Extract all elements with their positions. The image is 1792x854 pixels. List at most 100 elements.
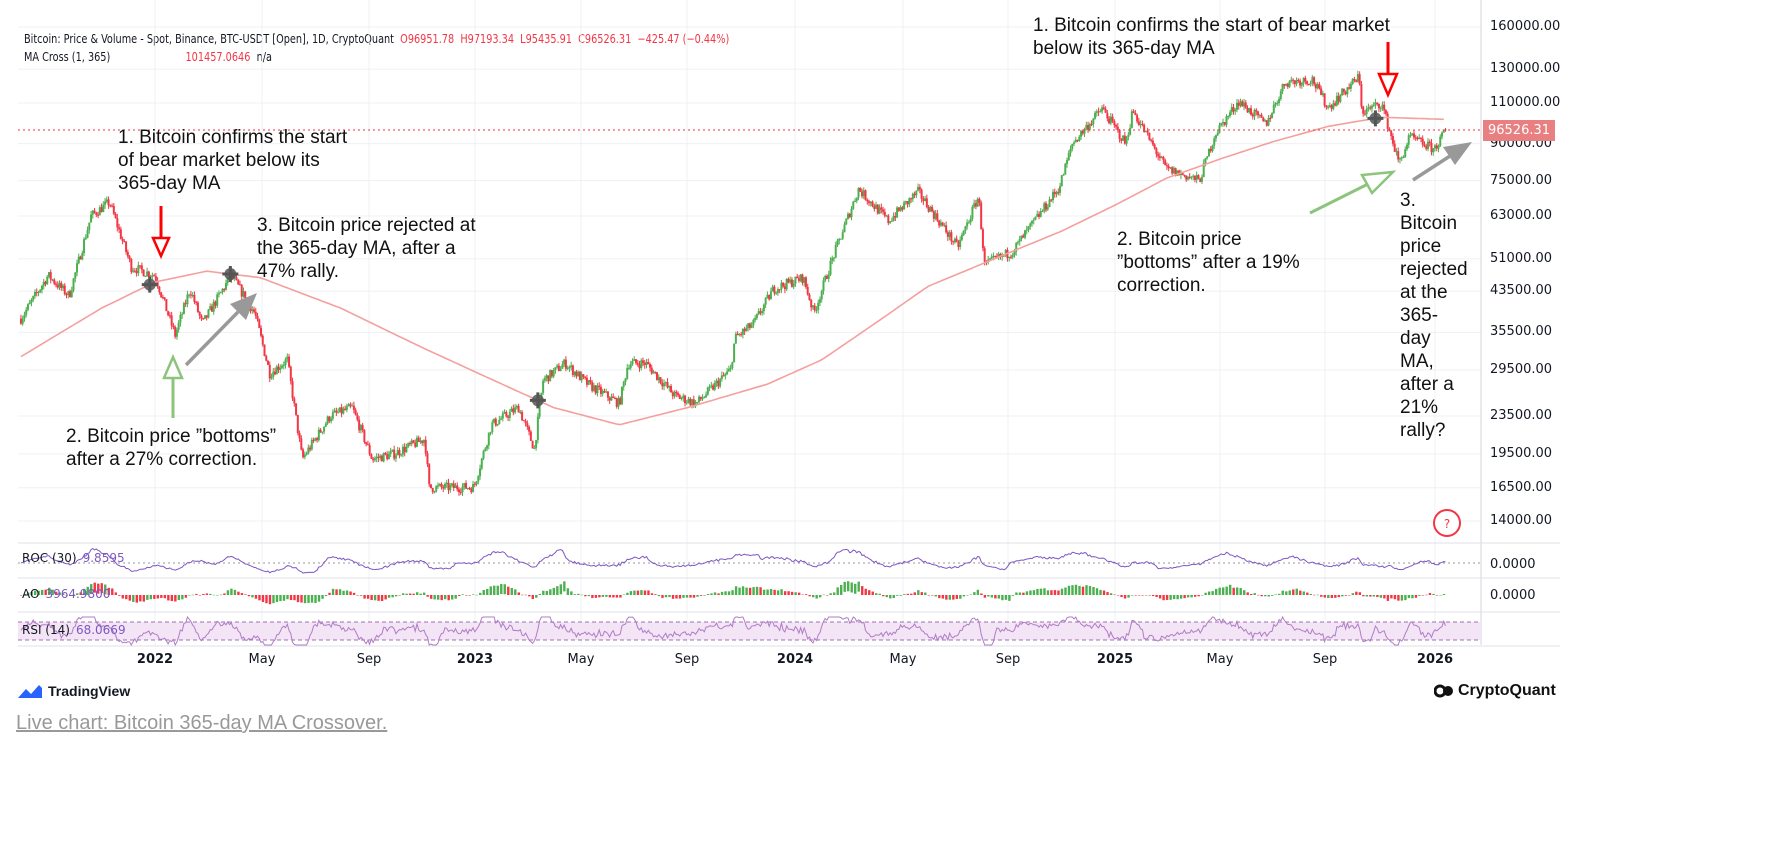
help-icon[interactable] <box>1433 509 1461 537</box>
ao-bar <box>776 590 780 595</box>
candle-body <box>1409 135 1412 137</box>
candle-body <box>484 448 487 451</box>
candle-body <box>95 212 98 215</box>
candle-body <box>51 279 54 281</box>
candle-body <box>295 403 298 415</box>
candle-body <box>489 432 492 434</box>
candle-body <box>847 213 850 219</box>
candle-body <box>1274 103 1277 105</box>
candle-body <box>731 362 734 368</box>
ao-bar <box>1274 594 1277 595</box>
candle-body <box>1332 103 1335 109</box>
candle-body <box>191 294 194 296</box>
ao-bar <box>1204 592 1207 595</box>
candle-body <box>65 294 68 296</box>
candle-body <box>326 416 329 424</box>
candle-body <box>1434 145 1436 149</box>
ao-bar <box>1015 592 1018 595</box>
ao-bar <box>573 594 577 595</box>
y-tick-label: 75000.00 <box>1490 172 1553 188</box>
ao-bar <box>1267 595 1270 597</box>
candle-body <box>1059 186 1062 193</box>
ao-bar <box>1172 595 1176 600</box>
ao-bar <box>1404 595 1407 601</box>
candle-body <box>719 379 722 387</box>
ao-bar <box>1207 591 1211 595</box>
candle-body <box>1076 139 1079 141</box>
candle-body <box>1348 87 1351 89</box>
grid <box>18 0 1560 647</box>
candle-body <box>458 489 461 493</box>
candle-body <box>794 276 797 284</box>
candle-body <box>1342 88 1345 92</box>
ao-bar <box>1369 595 1372 597</box>
candle-body <box>627 367 630 369</box>
tradingview-logo[interactable]: TradingView <box>17 683 130 699</box>
green-up-arrow-left <box>162 353 184 418</box>
ao-bar <box>577 593 580 595</box>
candle-body <box>703 396 706 399</box>
ao-bar <box>1390 595 1393 599</box>
candle-body <box>832 257 835 259</box>
ao-bar <box>566 588 570 595</box>
ao-bar <box>804 594 808 595</box>
ao-bar <box>1106 592 1109 595</box>
candle-body <box>712 385 715 390</box>
roc-line <box>20 548 1446 574</box>
candle-body <box>81 253 84 260</box>
candle-body <box>1176 170 1179 176</box>
ao-bar <box>377 595 380 601</box>
candle-body <box>850 208 853 218</box>
candle-body <box>1211 145 1214 152</box>
candle-body <box>184 303 187 305</box>
candle-body <box>1016 241 1019 243</box>
ao-bar <box>324 595 328 597</box>
ao-bar <box>458 595 461 596</box>
ao-bar <box>766 589 769 595</box>
ao-bar <box>636 590 640 595</box>
live-chart-link[interactable]: Live chart: Bitcoin 365-day MA Crossover… <box>16 712 388 734</box>
y-tick-label: 110000.00 <box>1490 94 1561 110</box>
candle-body <box>1087 125 1090 130</box>
candle-body <box>224 282 227 290</box>
candle-body <box>54 283 57 285</box>
candle-body <box>780 282 783 290</box>
candle-body <box>848 213 851 218</box>
ao-bar <box>1130 595 1134 596</box>
candle-body <box>303 454 306 458</box>
candle-body <box>1407 135 1410 145</box>
candle-body <box>1060 175 1063 187</box>
ao-bar <box>783 591 787 595</box>
candle-body <box>133 270 136 272</box>
gray-arrow-right <box>1412 142 1472 182</box>
ao-bar <box>153 595 156 599</box>
ao-bar <box>990 595 994 598</box>
candle-body <box>773 286 776 294</box>
candle-body <box>606 391 609 398</box>
candle-body <box>289 366 292 382</box>
ao-bar <box>1316 594 1320 596</box>
ao-bar <box>282 595 286 601</box>
candle-body <box>1397 151 1400 160</box>
ao-bar <box>524 594 527 596</box>
ao-bar <box>994 595 997 599</box>
candle-body <box>107 199 110 206</box>
ma-extra: n/a <box>256 50 272 64</box>
ao-bar <box>647 590 650 595</box>
candle-body <box>454 485 457 488</box>
cryptoquant-logo: CryptoQuant <box>1434 682 1556 700</box>
candle-body <box>605 391 608 393</box>
ao-bar <box>587 595 591 597</box>
candle-body <box>818 299 821 303</box>
ao-bar <box>1050 590 1053 595</box>
candle-body <box>442 487 445 489</box>
ao-bar <box>37 590 40 595</box>
candle-body <box>132 270 135 272</box>
candle-body <box>137 265 140 274</box>
candle-body <box>479 468 482 477</box>
candle-body <box>801 274 804 283</box>
candle-body <box>209 306 212 310</box>
candle-body <box>1116 126 1119 130</box>
ao-bar <box>839 584 843 595</box>
